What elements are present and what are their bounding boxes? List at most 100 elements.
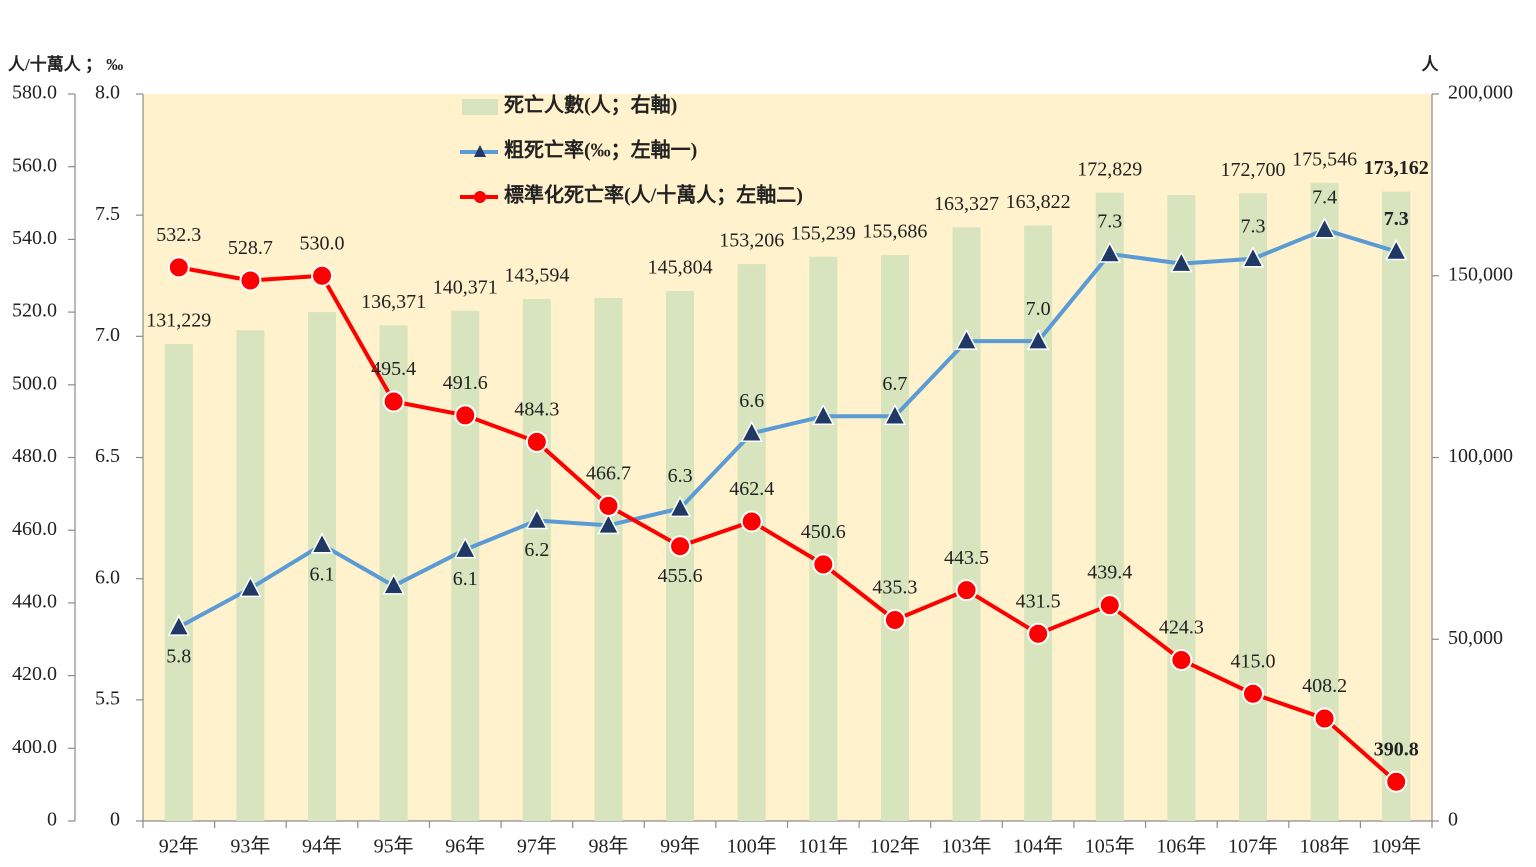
triangle-marker	[382, 573, 405, 595]
circle-marker	[883, 608, 906, 631]
line-value-label: 530.0	[300, 232, 345, 254]
x-tick-label: 94年	[302, 835, 342, 858]
circle-marker	[812, 553, 835, 576]
line-value-label: 390.8	[1374, 738, 1419, 760]
y-tick-label: 0	[1448, 809, 1458, 831]
y-tick-label: 7.0	[95, 324, 120, 346]
x-tick-label: 93年	[230, 835, 270, 858]
x-tick-label: 102年	[870, 835, 920, 858]
triangle-marker	[955, 328, 978, 350]
bar-value-label: 136,371	[361, 291, 426, 313]
line-value-label: 462.4	[729, 478, 774, 500]
x-tick-label: 109年	[1371, 835, 1421, 858]
y-tick-label: 480.0	[12, 445, 57, 467]
triangle-marker	[1098, 241, 1121, 263]
circle-marker	[1027, 622, 1050, 645]
bar-value-label: 155,239	[791, 222, 856, 244]
x-tick-label: 104年	[1013, 835, 1063, 858]
bar-value-label: 173,162	[1364, 157, 1429, 179]
line	[178, 265, 1398, 784]
bar	[809, 256, 838, 821]
triangle-marker	[1313, 217, 1336, 239]
line-value-label: 439.4	[1087, 562, 1132, 584]
x-tick-label: 108年	[1300, 835, 1350, 858]
right-unit-label: 人	[1422, 55, 1440, 74]
circle-marker	[1098, 594, 1121, 617]
line-value-label: 484.3	[514, 398, 559, 420]
y-tick-label: 7.5	[95, 203, 120, 225]
line-value-label: 435.3	[872, 577, 917, 599]
x-tick-label: 96年	[445, 835, 485, 858]
left-unit-label: 人/十萬人 ； ‰	[8, 54, 123, 74]
line-value-label: 408.2	[1302, 675, 1347, 697]
y-tick-label: 420.0	[12, 663, 57, 685]
line-value-label: 7.3	[1384, 208, 1409, 230]
circle-marker	[955, 579, 978, 602]
y-tick-label: 460.0	[12, 518, 57, 540]
bar	[1382, 191, 1411, 821]
triangle-marker	[812, 403, 835, 426]
x-tick-label: 101年	[798, 835, 848, 858]
y-tick-label: 8.0	[95, 82, 120, 104]
line-value-label: 7.3	[1240, 215, 1265, 237]
circle-marker	[167, 256, 190, 279]
line-value-label: 495.4	[371, 358, 416, 380]
circle-marker	[669, 535, 692, 558]
legend-label: 粗死亡率(‰；左軸一)	[504, 138, 697, 162]
bar-value-label: 163,327	[934, 193, 999, 215]
bar	[594, 297, 623, 822]
bar	[1167, 195, 1196, 822]
triangle-marker	[525, 507, 549, 530]
bar-value-label: 172,829	[1077, 158, 1142, 180]
line-value-label: 424.3	[1159, 617, 1204, 639]
triangle-marker	[1241, 246, 1265, 268]
line-value-label: 6.1	[453, 568, 478, 590]
y-tick-label: 560.0	[12, 154, 57, 176]
y-tick-label: 6.0	[95, 566, 120, 588]
y-tick-label: 100,000	[1448, 445, 1513, 467]
legend-swatch	[462, 99, 498, 115]
line-value-label: 5.8	[166, 646, 191, 668]
y-tick-label: 6.5	[95, 445, 120, 467]
legend-marker	[474, 145, 486, 157]
x-tick-label: 97年	[517, 835, 557, 858]
bar	[1095, 192, 1124, 821]
bar	[164, 343, 193, 821]
triangle-marker	[668, 495, 692, 518]
y-tick-label: 400.0	[12, 736, 57, 758]
circle-marker	[382, 390, 405, 413]
y-tick-label: 50,000	[1448, 627, 1503, 649]
circle-marker	[1241, 682, 1264, 705]
y-tick-label: 500.0	[12, 372, 57, 394]
legend-label: 死亡人數(人；右軸)	[504, 93, 677, 117]
line-value-label: 7.3	[1097, 211, 1122, 233]
x-tick-label: 107年	[1228, 835, 1278, 858]
triangle-marker	[239, 575, 262, 598]
triangle-marker	[1384, 238, 1408, 261]
line-value-label: 455.6	[658, 565, 703, 587]
triangle-marker	[454, 536, 477, 559]
line-value-label: 6.1	[310, 563, 335, 585]
line-value-label: 431.5	[1016, 590, 1061, 612]
y-tick-label: 150,000	[1448, 263, 1513, 285]
line-value-label: 443.5	[944, 547, 989, 569]
circle-marker	[1313, 707, 1336, 730]
line	[177, 227, 1397, 629]
bar-value-label: 163,822	[1006, 191, 1071, 213]
triangle-marker	[167, 614, 191, 636]
x-tick-label: 105年	[1085, 835, 1135, 858]
y-tick-label: 580.0	[12, 82, 57, 104]
bar	[737, 264, 766, 821]
bar-value-label: 140,371	[433, 276, 498, 298]
triangle-marker	[740, 420, 763, 443]
circle-marker	[454, 404, 477, 427]
line-value-label: 7.4	[1312, 186, 1337, 208]
circle-marker	[597, 494, 620, 517]
bar	[451, 310, 480, 821]
circle-marker	[1385, 770, 1408, 793]
circle-marker	[239, 269, 262, 292]
line-value-label: 6.7	[882, 373, 907, 395]
bar	[952, 227, 981, 822]
plot-area	[143, 94, 1432, 821]
